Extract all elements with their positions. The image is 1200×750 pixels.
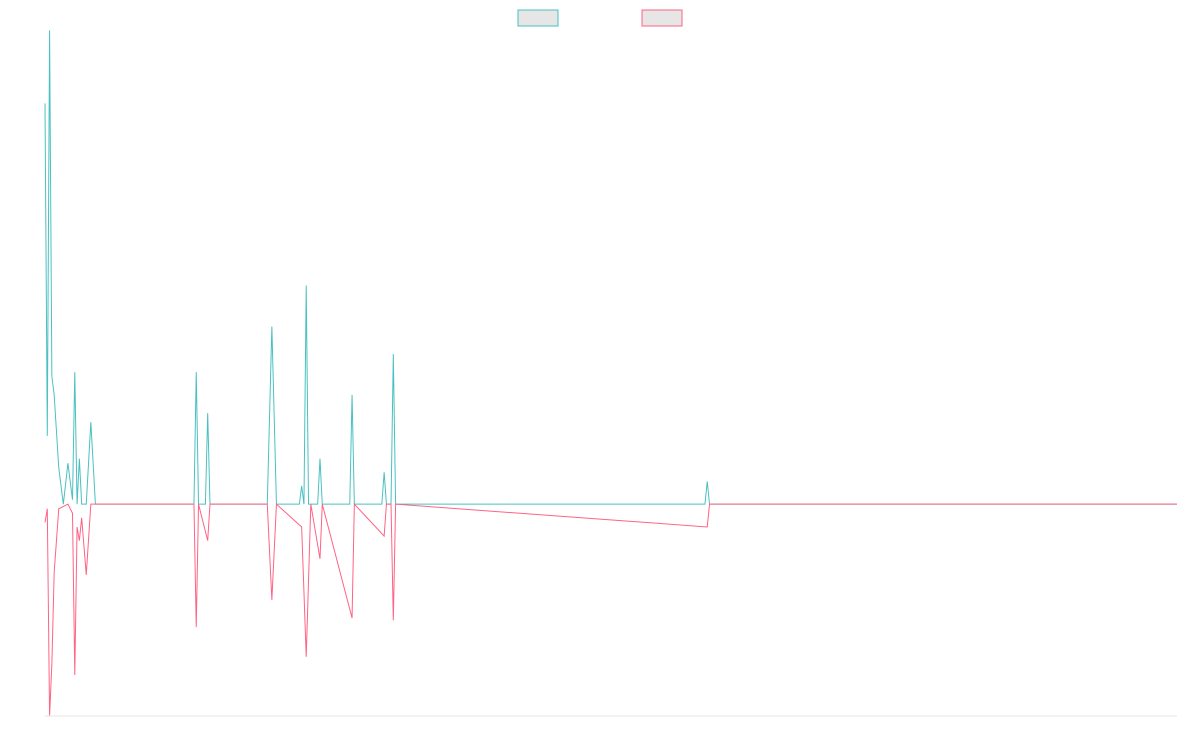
legend xyxy=(517,9,683,27)
series-line-1 xyxy=(44,30,1177,505)
legend-swatch-1[interactable] xyxy=(517,9,559,27)
legend-swatch-2[interactable] xyxy=(641,9,683,27)
plot-area xyxy=(44,30,1177,717)
series-line-2 xyxy=(44,502,1177,717)
